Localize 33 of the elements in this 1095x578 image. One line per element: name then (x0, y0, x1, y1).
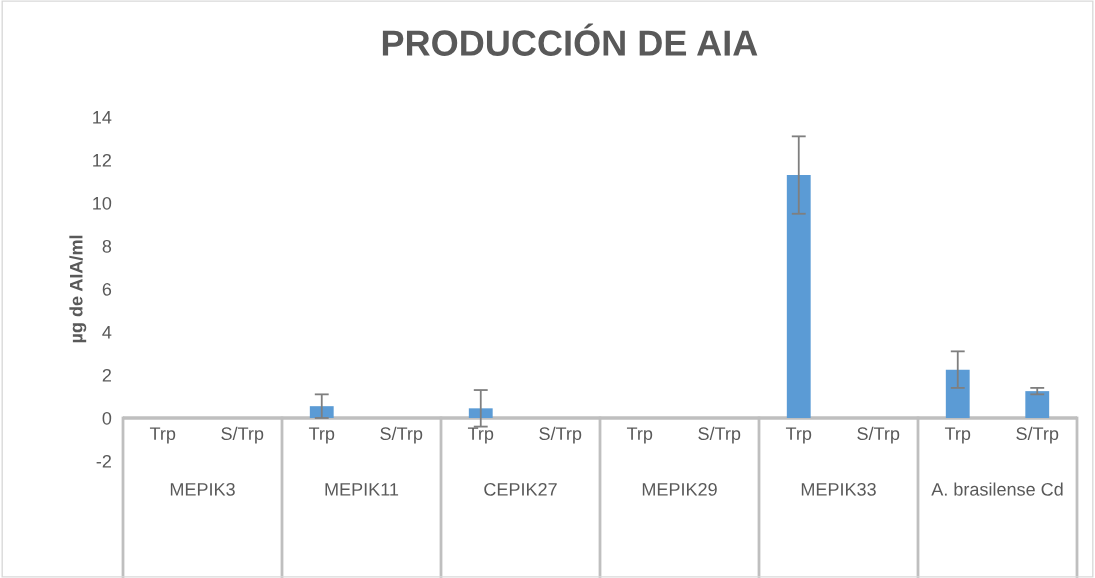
x-tick-label: S/Trp (698, 426, 741, 444)
bar (945, 369, 970, 418)
x-tick-label: Trp (944, 427, 971, 444)
x-tick-label: S/Trp (539, 426, 582, 444)
y-tick-label: 6 (102, 282, 112, 296)
x-tick-label: Trp (467, 427, 494, 444)
x-tick-label: Trp (149, 427, 176, 444)
text: MEPIK33 (801, 482, 876, 496)
y-tick-label: 14 (93, 111, 112, 124)
y-tick-label: 12 (93, 153, 111, 167)
y-tick-label: 2 (102, 368, 111, 382)
y-axis-title: µg de AIA/ml (69, 235, 87, 343)
text: MEPIK29 (642, 482, 717, 496)
x-tick-label: S/Trp (1016, 426, 1059, 444)
bar (1025, 391, 1050, 418)
y-tick-label: 4 (102, 326, 112, 339)
y-tick-label: -2 (96, 454, 111, 468)
chart-title: PRODUCCIÓN DE AIA (382, 23, 758, 56)
x-tick-label: Trp (308, 427, 335, 444)
bar (786, 175, 811, 418)
x-tick-label: Trp (785, 427, 812, 444)
text: A. brasilense Cd (931, 482, 1063, 496)
text: CEPIK27 (484, 482, 557, 496)
y-tick-label: 10 (93, 196, 112, 210)
x-tick-label: S/Trp (857, 426, 900, 444)
x-tick-label: S/Trp (380, 426, 423, 444)
y-tick-label: 0 (102, 411, 112, 425)
bar (468, 408, 493, 418)
text: MEPIK3 (170, 482, 235, 496)
x-tick-label: Trp (626, 427, 653, 444)
text: MEPIK11 (325, 483, 399, 496)
x-tick-label: S/Trp (221, 426, 264, 444)
y-tick-label: 8 (102, 239, 112, 253)
